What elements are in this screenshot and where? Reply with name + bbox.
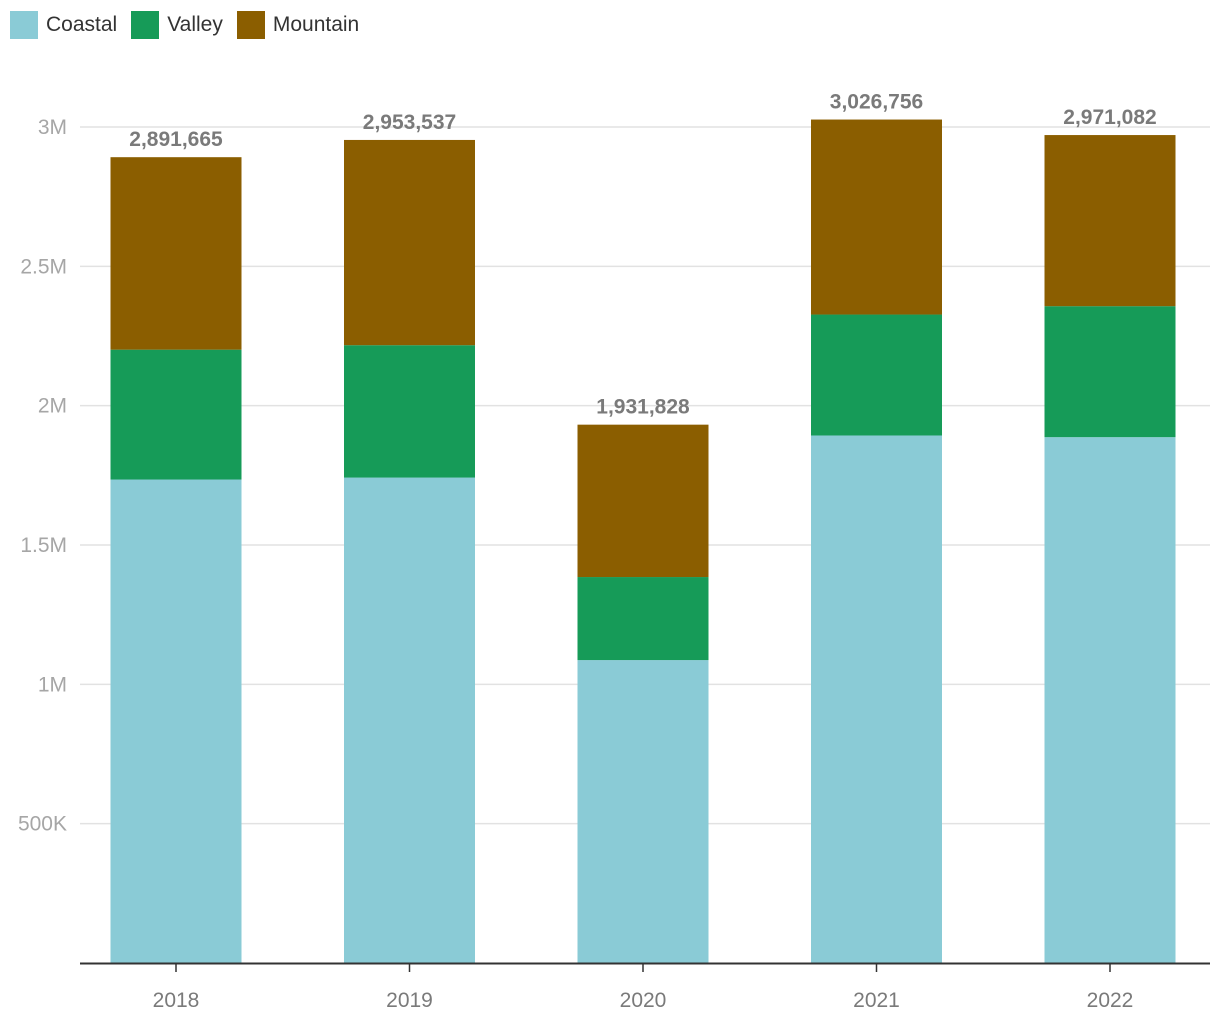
bar-coastal-2021 (811, 435, 942, 963)
total-label-2022: 2,971,082 (1063, 106, 1156, 129)
total-label-2019: 2,953,537 (363, 111, 456, 134)
bar-mountain-2022 (1044, 135, 1176, 307)
bar-coastal-2022 (1044, 437, 1176, 963)
total-label-2020: 1,931,828 (596, 396, 690, 419)
bar-mountain-2019 (344, 139, 475, 346)
legend-item-mountain: Mountain (236, 11, 360, 39)
x-tick-label-2018: 2018 (153, 989, 200, 1012)
x-tick-label-2022: 2022 (1087, 989, 1134, 1012)
bar-coastal-2020 (577, 660, 709, 963)
legend: Coastal Valley Mountain (10, 11, 373, 39)
legend-swatch-mountain (236, 11, 265, 39)
legend-label-mountain: Mountain (272, 13, 360, 36)
y-tick-label-1: 1M (38, 673, 67, 696)
legend-swatch-coastal (10, 11, 38, 39)
legend-label-valley: Valley (167, 13, 223, 36)
x-tick-label-2021: 2021 (853, 989, 900, 1012)
bar-coastal-2019 (344, 477, 475, 963)
bar-valley-2020 (577, 577, 709, 661)
bar-valley-2021 (811, 314, 942, 436)
y-tick-label-5: 3M (38, 116, 67, 139)
bar-coastal-2018 (110, 479, 242, 963)
y-tick-label-3: 2M (38, 395, 67, 418)
y-tick-label-2: 1.5M (20, 534, 67, 557)
x-tick-label-2020: 2020 (620, 989, 667, 1012)
bar-valley-2018 (110, 349, 242, 480)
bar-mountain-2021 (811, 119, 942, 315)
legend-label-coastal: Coastal (46, 13, 118, 36)
bar-valley-2019 (344, 345, 475, 478)
y-tick-label-4: 2.5M (20, 255, 67, 278)
total-label-2018: 2,891,665 (129, 128, 223, 151)
legend-swatch-valley (131, 11, 160, 39)
total-label-2021: 3,026,756 (830, 91, 923, 114)
y-tick-label-0: 500K (18, 813, 67, 836)
legend-item-valley: Valley (131, 11, 223, 39)
legend-item-coastal: Coastal (10, 11, 117, 39)
bar-mountain-2018 (110, 157, 242, 350)
bar-mountain-2020 (577, 424, 709, 578)
bar-valley-2022 (1044, 306, 1176, 438)
x-tick-label-2019: 2019 (386, 989, 433, 1012)
